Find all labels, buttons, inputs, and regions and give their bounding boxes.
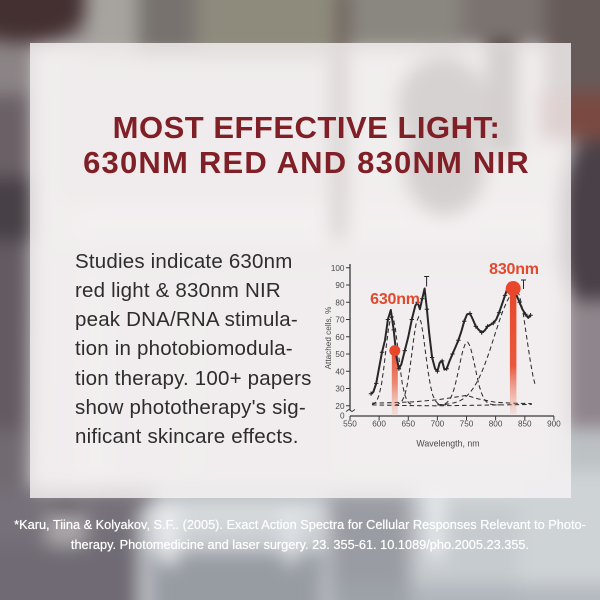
svg-text:900: 900 xyxy=(547,420,561,429)
svg-text:20: 20 xyxy=(335,402,345,411)
svg-text:600: 600 xyxy=(372,420,386,429)
svg-text:550: 550 xyxy=(343,420,357,429)
svg-text:60: 60 xyxy=(335,333,345,342)
svg-text:90: 90 xyxy=(335,281,345,290)
svg-text:Attached cells, %: Attached cells, % xyxy=(324,307,333,370)
svg-text:650: 650 xyxy=(401,420,415,429)
svg-text:700: 700 xyxy=(431,420,445,429)
svg-text:830nm: 830nm xyxy=(489,261,539,278)
svg-text:80: 80 xyxy=(335,298,345,307)
svg-text:850: 850 xyxy=(518,420,532,429)
svg-text:30: 30 xyxy=(335,385,345,394)
svg-text:40: 40 xyxy=(335,367,345,376)
svg-text:630nm: 630nm xyxy=(370,291,420,308)
svg-text:50: 50 xyxy=(335,350,345,359)
svg-text:Wavelength, nm: Wavelength, nm xyxy=(416,439,479,449)
svg-text:100: 100 xyxy=(331,264,345,273)
svg-text:800: 800 xyxy=(489,420,503,429)
svg-text:750: 750 xyxy=(460,420,474,429)
svg-text:0: 0 xyxy=(340,412,345,421)
svg-text:70: 70 xyxy=(335,316,345,325)
